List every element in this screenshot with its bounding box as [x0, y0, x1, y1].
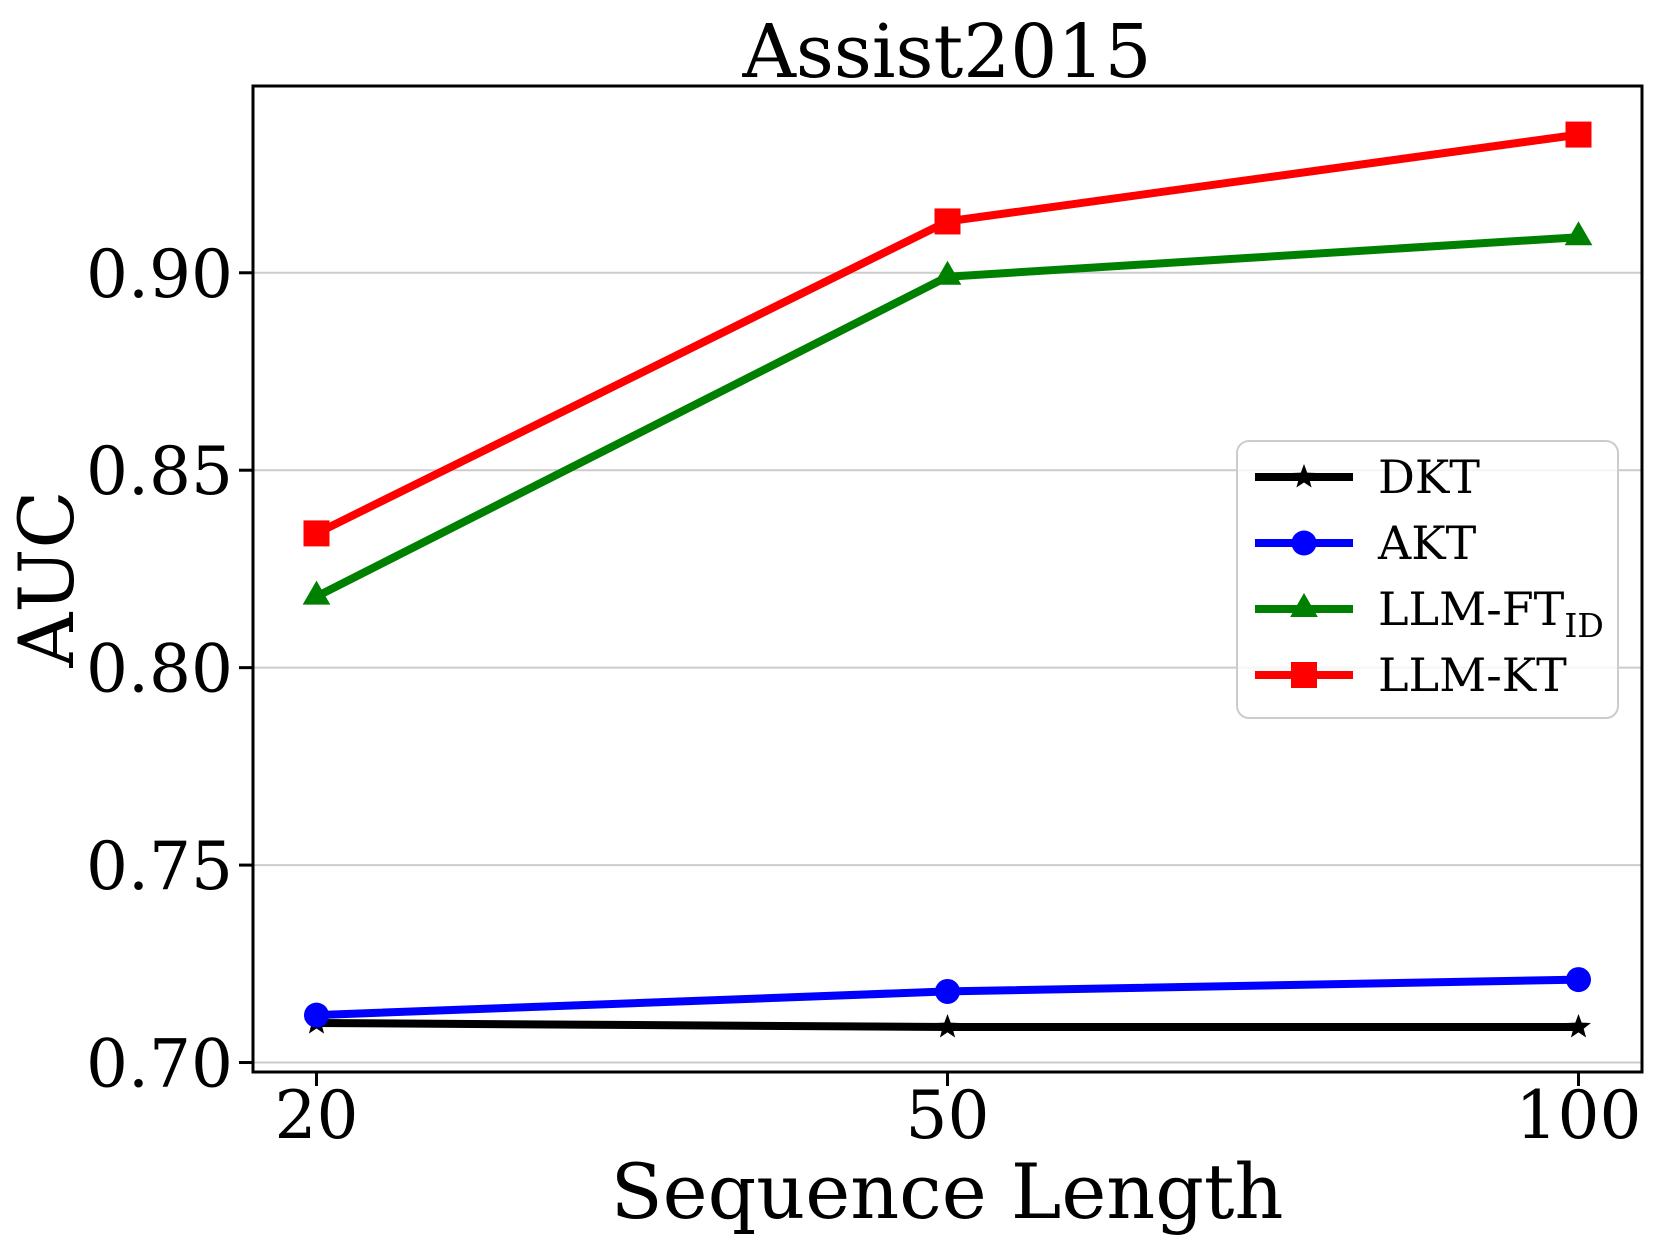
triangle-marker [302, 580, 331, 605]
chart-title: Assist2015 [741, 9, 1151, 95]
square-marker [934, 208, 961, 235]
star-marker [1291, 464, 1317, 488]
square-marker [1291, 662, 1317, 688]
legend-item-DKT: DKT [1255, 450, 1480, 504]
x-axis-label: Sequence Length [611, 1147, 1284, 1236]
series-LLM-FT_ID [302, 221, 1593, 605]
circle-marker [1291, 530, 1317, 556]
circle-marker [1566, 967, 1591, 993]
y-tick-label: 0.80 [86, 631, 233, 708]
legend-box [1236, 440, 1619, 719]
y-tick-label: 0.90 [86, 236, 233, 313]
legend-item-LLM-KT: LLM-KT [1255, 648, 1567, 702]
legend-label: AKT [1377, 516, 1477, 570]
star-marker [1566, 1014, 1591, 1038]
series-DKT [304, 1010, 1591, 1038]
data-series [302, 121, 1593, 1038]
y-axis-label: AUC [2, 490, 91, 668]
series-AKT [304, 967, 1591, 1028]
legend-item-LLM-FT_ID: LLM-FTID [1255, 582, 1604, 645]
square-marker [303, 520, 330, 547]
x-tick-label: 50 [906, 1077, 990, 1154]
x-tick-label: 20 [275, 1077, 359, 1154]
y-tick-label: 0.70 [86, 1026, 233, 1103]
circle-marker [935, 978, 960, 1004]
circle-marker [304, 1002, 329, 1028]
star-marker [935, 1014, 960, 1038]
triangle-marker [933, 260, 962, 285]
legend-label: DKT [1378, 450, 1480, 504]
square-marker [1565, 121, 1592, 148]
y-tick-label: 0.75 [86, 828, 233, 905]
axis-ticks: 0.70 0.75 0.80 0.85 0.90 20 50 100 [86, 236, 1641, 1154]
x-tick-label: 100 [1516, 1077, 1642, 1154]
triangle-marker [1564, 221, 1593, 246]
legend-item-AKT: AKT [1255, 516, 1477, 570]
series-LLM-KT [303, 121, 1592, 547]
legend-label: LLM-KT [1378, 648, 1567, 702]
triangle-marker [1290, 593, 1318, 617]
y-tick-label: 0.85 [86, 433, 233, 510]
legend-label: LLM-FTID [1378, 582, 1604, 645]
